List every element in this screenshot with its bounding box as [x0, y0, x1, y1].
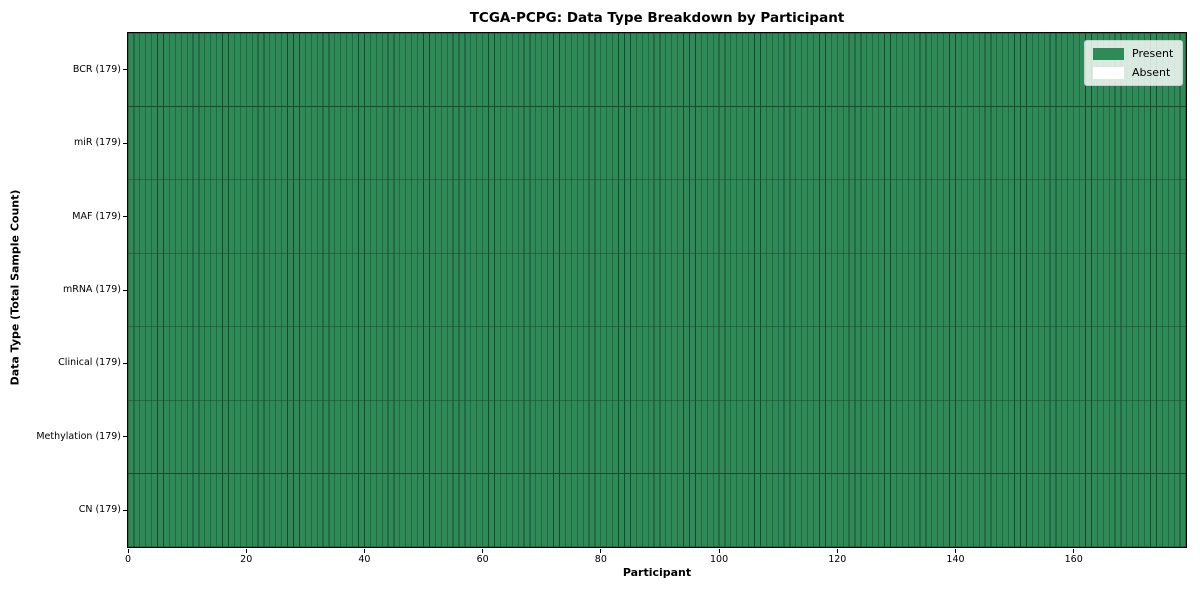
y-tick-label-CN: CN (179) [78, 504, 121, 516]
x-tick-label: 100 [709, 554, 729, 565]
legend-entry-absent: Absent [1093, 66, 1173, 79]
x-tick-mark [363, 548, 365, 553]
heatmap-plot-area [126, 31, 1187, 548]
y-tick-mark [122, 142, 127, 144]
chart-title: TCGA-PCPG: Data Type Breakdown by Partic… [469, 10, 845, 26]
x-axis-label: Participant [622, 566, 692, 579]
heatmap-row-CN [127, 472, 1186, 547]
x-tick-mark [1073, 548, 1075, 553]
x-tick-label: 140 [946, 554, 965, 565]
x-tick-mark [482, 548, 484, 553]
x-tick-label: 40 [358, 554, 371, 565]
x-tick-label: 60 [476, 554, 489, 565]
y-tick-mark [122, 509, 127, 511]
y-tick-label-BCR: BCR (179) [72, 63, 121, 75]
x-tick-label: 80 [594, 554, 607, 565]
heatmap-row-Methylation [127, 399, 1186, 474]
legend-entry-present: Present [1093, 47, 1173, 60]
y-tick-mark [122, 436, 127, 438]
y-tick-mark [122, 289, 127, 291]
x-tick-mark [718, 548, 720, 553]
legend-label: Present [1132, 47, 1174, 60]
legend: Present Absent [1084, 40, 1184, 86]
heatmap-row-BCR [127, 32, 1186, 107]
x-tick-label: 160 [1064, 554, 1083, 565]
present-swatch-icon [1093, 47, 1124, 60]
y-tick-mark [122, 216, 127, 218]
legend-label: Absent [1132, 66, 1171, 79]
y-tick-label-Clinical: Clinical (179) [58, 357, 121, 369]
heatmap-row-Clinical [127, 325, 1186, 400]
x-tick-mark [600, 548, 602, 553]
y-tick-mark [122, 69, 127, 71]
absent-swatch-icon [1093, 66, 1124, 79]
x-tick-mark [127, 548, 129, 553]
heatmap-row-MAF [127, 179, 1186, 254]
y-tick-label-mRNA: mRNA (179) [62, 284, 121, 295]
y-tick-label-miR: miR (179) [73, 137, 121, 149]
x-tick-mark [836, 548, 838, 553]
heatmap-svg [127, 32, 1186, 547]
y-tick-label-MAF: MAF (179) [72, 210, 121, 222]
x-tick-mark [245, 548, 247, 553]
x-tick-label: 20 [240, 554, 253, 565]
y-tick-label-Methylation: Methylation (179) [36, 430, 121, 442]
heatmap-row-miR [127, 105, 1186, 180]
y-tick-mark [122, 362, 127, 364]
x-tick-label: 0 [124, 554, 132, 565]
heatmap-row-mRNA [127, 252, 1186, 327]
x-tick-label: 120 [828, 554, 847, 565]
x-tick-mark [954, 548, 956, 553]
